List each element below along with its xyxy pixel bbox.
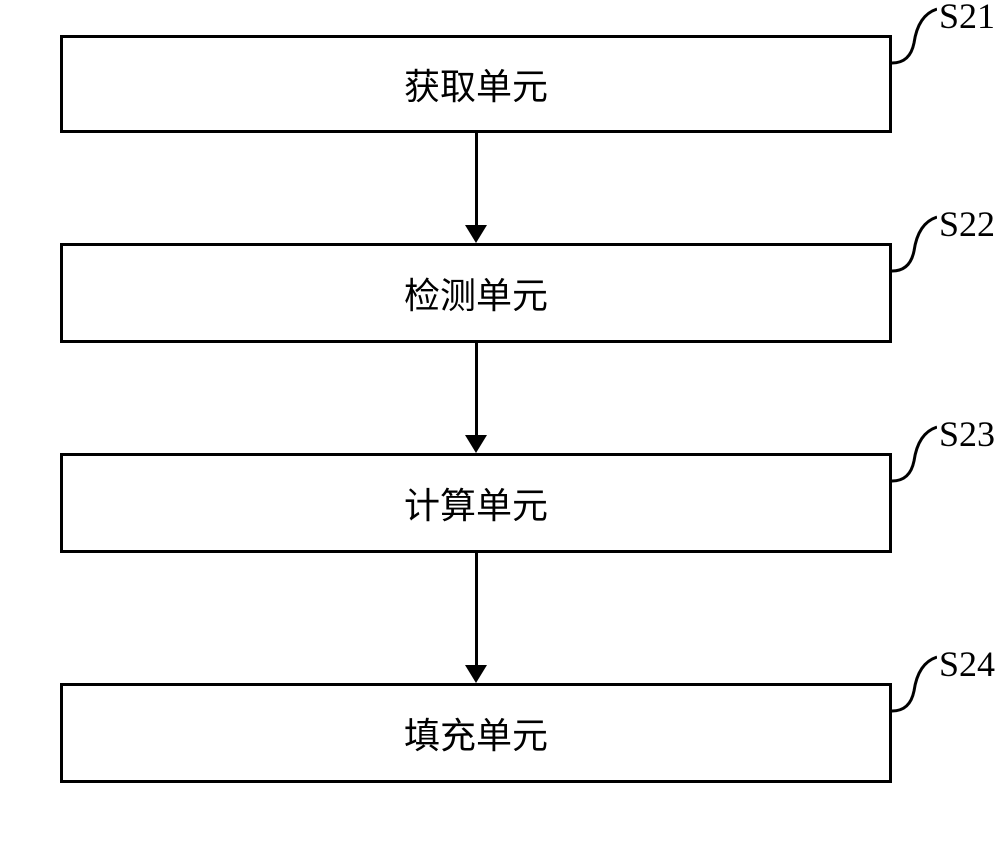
arrow-3	[465, 553, 487, 683]
arrow-head-icon	[465, 665, 487, 683]
label-s24: S24	[892, 653, 995, 713]
flow-box-acquire: 获取单元	[60, 35, 892, 133]
label-curve-icon	[892, 5, 937, 65]
arrow-head-icon	[465, 225, 487, 243]
label-s22: S22	[892, 213, 995, 273]
flow-box-compute: 计算单元	[60, 453, 892, 553]
label-text: S24	[939, 643, 995, 685]
arrow-1	[465, 133, 487, 243]
arrow-line	[475, 553, 478, 665]
label-text: S21	[939, 0, 995, 37]
label-curve-icon	[892, 653, 937, 713]
label-s23: S23	[892, 423, 995, 483]
flow-box-text: 计算单元	[404, 477, 548, 529]
arrow-line	[475, 343, 478, 435]
arrow-2	[465, 343, 487, 453]
flow-box-fill: 填充单元	[60, 683, 892, 783]
flow-box-text: 填充单元	[404, 707, 548, 759]
label-text: S23	[939, 413, 995, 455]
arrow-head-icon	[465, 435, 487, 453]
flow-box-detect: 检测单元	[60, 243, 892, 343]
label-curve-icon	[892, 423, 937, 483]
arrow-line	[475, 133, 478, 225]
label-s21: S21	[892, 5, 995, 65]
label-text: S22	[939, 203, 995, 245]
flow-box-text: 检测单元	[404, 267, 548, 319]
label-curve-icon	[892, 213, 937, 273]
flow-box-text: 获取单元	[404, 58, 548, 110]
